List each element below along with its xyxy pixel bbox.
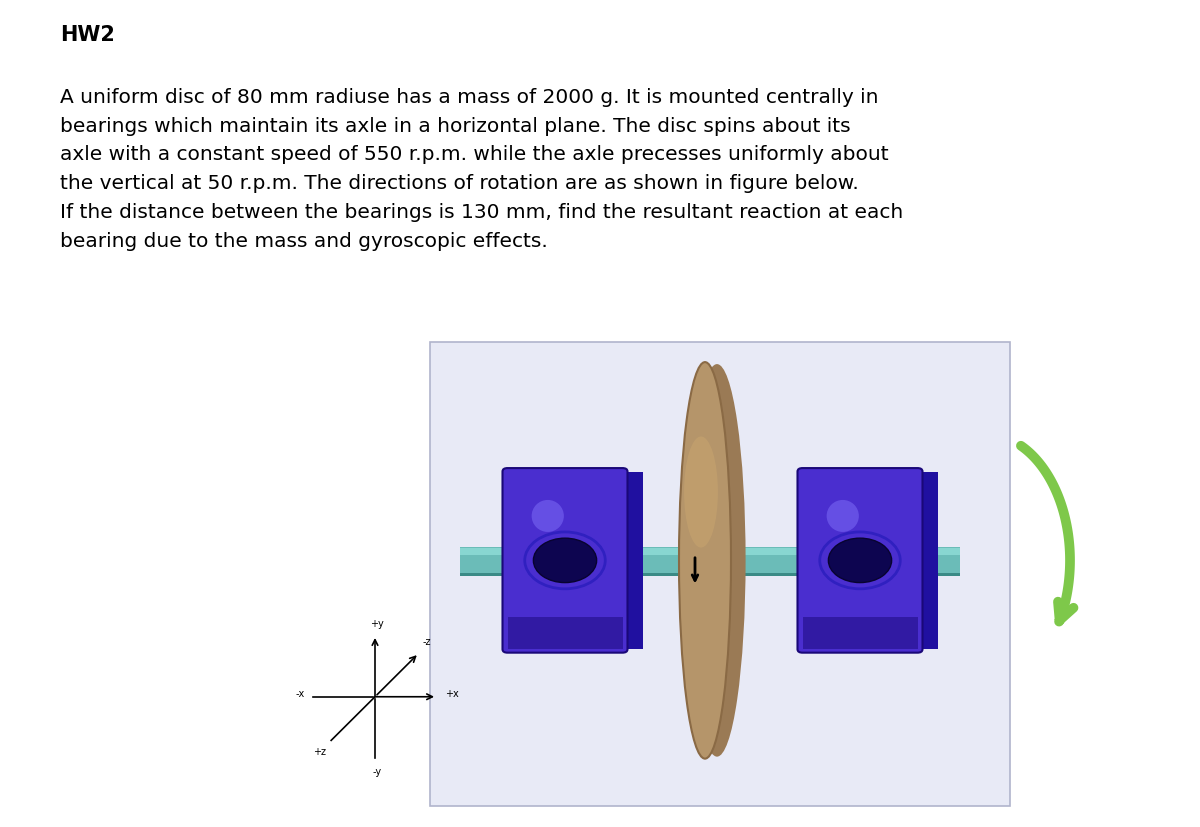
Text: HW2: HW2 <box>60 25 115 45</box>
FancyBboxPatch shape <box>503 468 628 653</box>
Ellipse shape <box>828 538 892 582</box>
Ellipse shape <box>533 538 596 582</box>
Text: +x: +x <box>445 690 460 700</box>
FancyBboxPatch shape <box>602 471 643 649</box>
Text: +y: +y <box>371 619 384 629</box>
FancyBboxPatch shape <box>460 548 960 555</box>
FancyBboxPatch shape <box>460 547 960 576</box>
Ellipse shape <box>679 362 731 758</box>
Text: +z: +z <box>313 747 326 757</box>
Text: A uniform disc of 80 mm radiuse has a mass of 2000 g. It is mounted centrally in: A uniform disc of 80 mm radiuse has a ma… <box>60 88 904 251</box>
FancyBboxPatch shape <box>798 468 923 653</box>
FancyBboxPatch shape <box>508 617 623 649</box>
Text: -x: -x <box>295 690 305 700</box>
FancyBboxPatch shape <box>803 617 918 649</box>
FancyBboxPatch shape <box>460 547 960 573</box>
FancyBboxPatch shape <box>430 342 1010 806</box>
Ellipse shape <box>684 437 718 547</box>
Ellipse shape <box>532 500 564 532</box>
Text: -y: -y <box>373 767 382 777</box>
Text: -z: -z <box>422 637 431 647</box>
Ellipse shape <box>827 500 859 532</box>
Ellipse shape <box>689 364 745 757</box>
FancyBboxPatch shape <box>898 471 937 649</box>
